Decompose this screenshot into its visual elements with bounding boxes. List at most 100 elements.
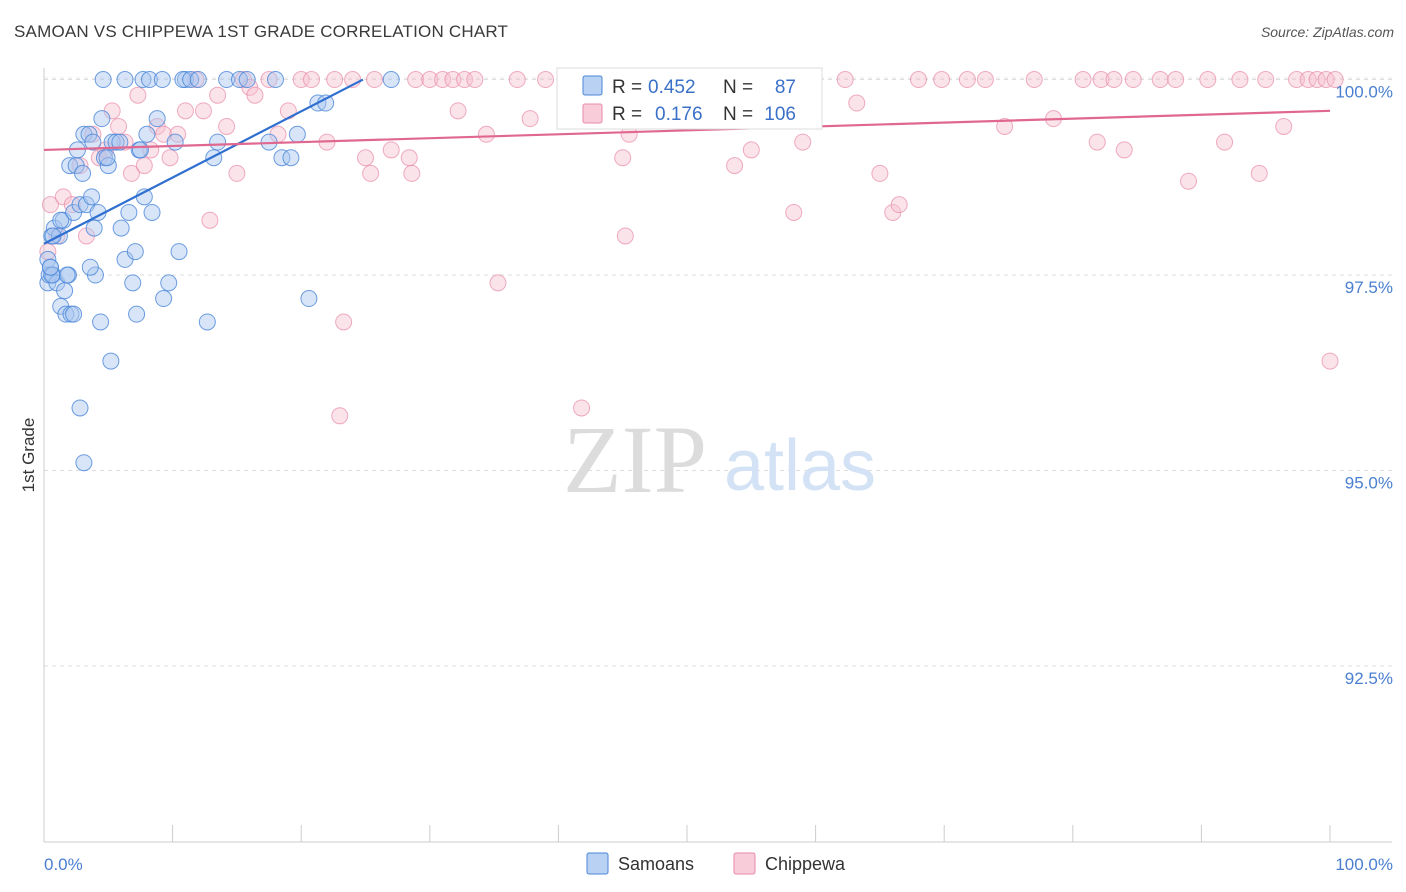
x-tick-label-0: 0.0% xyxy=(44,855,83,874)
chippewa-point-53 xyxy=(466,71,484,89)
chippewa-point-78 xyxy=(909,71,927,89)
samoans-point-72 xyxy=(81,258,99,276)
x-tick-label-1: 100.0% xyxy=(1335,855,1393,874)
legend-n-value-samoans: 87 xyxy=(775,77,796,98)
samoans-point-55 xyxy=(238,71,256,89)
chippewa-point-23 xyxy=(194,102,212,120)
chippewa-point-56 xyxy=(508,71,526,89)
stats-legend: R = 0.452 N = 87 R = 0.176 N = 106 xyxy=(556,67,823,130)
chippewa-point-41 xyxy=(357,149,374,167)
chippewa-point-27 xyxy=(228,164,246,182)
chippewa-point-79 xyxy=(933,71,951,89)
chippewa-point-104 xyxy=(1326,71,1344,89)
samoans-point-63 xyxy=(317,94,335,112)
source-label: Source: ZipAtlas.com xyxy=(1260,24,1394,40)
samoans-point-28 xyxy=(93,110,111,128)
samoans-point-44 xyxy=(160,274,178,292)
watermark-zip: ZIP xyxy=(563,406,707,513)
chippewa-point-54 xyxy=(477,125,495,143)
chippewa-point-96 xyxy=(1231,71,1249,89)
samoans-point-82 xyxy=(98,149,116,167)
samoans-point-49 xyxy=(189,71,207,89)
chippewa-point-102 xyxy=(1308,71,1326,89)
chippewa-point-89 xyxy=(1115,141,1133,159)
chippewa-point-99 xyxy=(1275,117,1293,135)
chippewa-point-101 xyxy=(1299,71,1317,89)
chippewa-point-92 xyxy=(1167,71,1185,89)
chippewa-point-1 xyxy=(41,196,59,214)
chippewa-point-95 xyxy=(1216,133,1234,151)
chippewa-point-21 xyxy=(176,102,194,120)
chippewa-point-15 xyxy=(135,157,153,175)
chippewa-point-86 xyxy=(1088,133,1106,151)
chippewa-point-73 xyxy=(836,71,854,89)
chippewa-point-77 xyxy=(890,196,908,214)
legend-n-label-samoans: N = xyxy=(723,77,753,98)
legend-r-label-samoans: R = xyxy=(612,77,642,98)
chippewa-point-52 xyxy=(456,71,474,89)
samoans-point-77 xyxy=(153,71,171,89)
samoans-point-37 xyxy=(126,243,144,261)
chippewa-point-87 xyxy=(1092,71,1110,89)
chippewa-point-14 xyxy=(129,86,147,104)
chippewa-point-80 xyxy=(958,71,976,89)
chippewa-point-105 xyxy=(1321,352,1339,370)
samoans-point-23 xyxy=(80,125,98,143)
chippewa-point-68 xyxy=(726,157,744,175)
chippewa-point-103 xyxy=(1317,71,1335,89)
samoans-point-64 xyxy=(382,71,400,89)
samoans-point-14 xyxy=(61,157,79,175)
chippewa-point-91 xyxy=(1151,71,1169,89)
chippewa-point-25 xyxy=(209,86,227,104)
trend-lines xyxy=(43,78,1331,245)
legend-n-value-chippewa: 106 xyxy=(764,104,796,125)
samoans-point-43 xyxy=(155,290,173,308)
chippewa-point-97 xyxy=(1250,164,1268,182)
chippewa-point-88 xyxy=(1105,71,1123,89)
chippewa-point-98 xyxy=(1257,71,1275,89)
samoans-point-58 xyxy=(273,149,291,167)
y-tick-labels: 92.5% 95.0% 97.5% 100.0% xyxy=(1335,83,1393,688)
chippewa-point-11 xyxy=(110,117,128,135)
samoans-point-33 xyxy=(112,219,130,237)
samoans-point-32 xyxy=(107,133,125,151)
chippewa-point-63 xyxy=(616,227,634,245)
gridlines xyxy=(44,77,1392,667)
y-axis-title: 1st Grade xyxy=(19,418,38,493)
y-tick-label-2: 97.5% xyxy=(1345,278,1393,297)
chippewa-point-44 xyxy=(382,141,400,159)
chippewa-point-75 xyxy=(871,164,889,182)
samoans-point-20 xyxy=(74,164,92,182)
legend-swatch-samoans xyxy=(582,75,603,96)
chippewa-point-82 xyxy=(996,117,1014,135)
chippewa-point-55 xyxy=(489,274,507,292)
chippewa-point-43 xyxy=(366,71,384,89)
chippewa-point-85 xyxy=(1074,71,1092,89)
chippewa-point-50 xyxy=(444,71,462,89)
samoans-point-66 xyxy=(71,399,89,417)
samoans-point-81 xyxy=(41,258,59,276)
samoans-point-42 xyxy=(148,110,166,128)
samoans-point-71 xyxy=(58,266,76,284)
samoans-point-40 xyxy=(138,125,156,143)
chippewa-point-51 xyxy=(449,102,467,120)
trend-line-chippewa xyxy=(43,109,1331,152)
samoans-point-68 xyxy=(92,313,110,331)
samoans-point-76 xyxy=(140,71,158,89)
watermark-atlas: atlas xyxy=(724,426,876,506)
samoans-point-65 xyxy=(102,352,120,370)
chippewa-point-81 xyxy=(976,71,994,89)
samoans-points xyxy=(39,71,400,472)
y-tick-label-0: 92.5% xyxy=(1345,669,1393,688)
chippewa-point-39 xyxy=(335,313,353,331)
samoans-point-45 xyxy=(170,243,188,261)
samoans-point-52 xyxy=(209,133,227,151)
samoans-point-24 xyxy=(83,188,101,206)
watermark: ZIP atlas xyxy=(563,406,876,513)
bottom-legend-swatch-samoans xyxy=(586,852,609,875)
chippewa-point-83 xyxy=(1025,71,1043,89)
chippewa-point-31 xyxy=(260,71,278,89)
chippewa-point-35 xyxy=(302,71,320,89)
chippewa-point-71 xyxy=(785,203,803,221)
